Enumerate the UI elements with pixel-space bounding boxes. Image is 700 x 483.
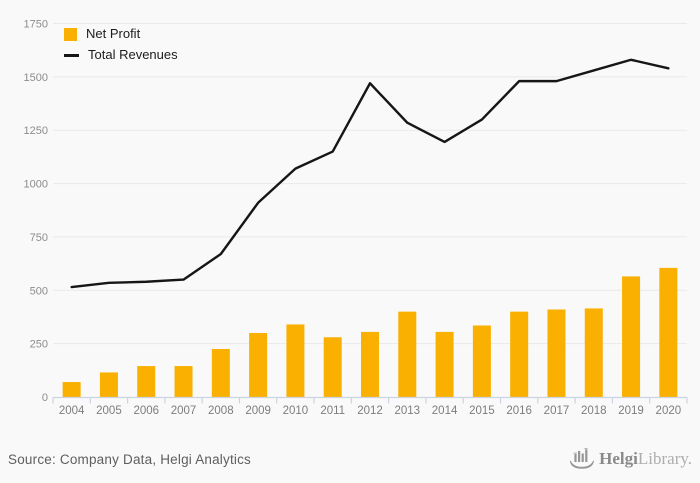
x-tick-label-2012: 2012 [357, 405, 383, 417]
logo-word-library: Library. [637, 449, 692, 468]
bar-2007[interactable] [174, 366, 193, 397]
x-tick-label-2011: 2011 [320, 405, 345, 417]
bar-2004[interactable] [62, 382, 81, 397]
bar-2005[interactable] [99, 372, 118, 397]
x-tick-label-2017: 2017 [544, 405, 570, 417]
bar-2013[interactable] [398, 311, 417, 397]
bar-2011[interactable] [323, 337, 342, 397]
legend-label-total-revenues: Total Revenues [88, 47, 178, 62]
logo-wordmark: HelgiLibrary. [599, 446, 692, 472]
bar-2020[interactable] [659, 267, 678, 397]
x-tick-label-2019: 2019 [618, 405, 644, 417]
y-tick-label-0: 0 [42, 392, 48, 404]
chart-legend: Net Profit Total Revenues [64, 27, 178, 62]
x-tick-label-2010: 2010 [283, 405, 309, 417]
y-tick-label-500: 500 [30, 285, 48, 297]
y-tick-label-750: 750 [30, 232, 48, 244]
x-tick-label-2014: 2014 [432, 405, 458, 417]
y-tick-label-1250: 1250 [24, 125, 48, 137]
total-revenues-line[interactable] [70, 58, 670, 289]
legend-item-total-revenues[interactable]: Total Revenues [64, 48, 178, 62]
source-note: Source: Company Data, Helgi Analytics [8, 452, 252, 467]
y-tick-label-1750: 1750 [24, 19, 48, 31]
x-tick-label-2008: 2008 [208, 405, 234, 417]
bar-2010[interactable] [286, 324, 305, 397]
x-tick-label-2015: 2015 [469, 405, 495, 417]
x-tick-label-2007: 2007 [171, 405, 197, 417]
ship-bar-chart-icon [569, 447, 595, 469]
bar-2016[interactable] [510, 311, 529, 397]
bar-2019[interactable] [622, 276, 641, 397]
bar-2008[interactable] [211, 348, 230, 397]
x-tick-label-2016: 2016 [506, 405, 532, 417]
legend-label-net-profit: Net Profit [86, 26, 141, 41]
x-tick-label-2005: 2005 [96, 405, 122, 417]
bar-2006[interactable] [137, 366, 156, 397]
x-tick-label-2009: 2009 [245, 405, 271, 417]
bar-2017[interactable] [547, 309, 566, 397]
y-tick-label-250: 250 [30, 339, 48, 351]
x-tick-label-2020: 2020 [656, 405, 682, 417]
bar-2014[interactable] [435, 331, 454, 397]
bar-2009[interactable] [249, 332, 268, 397]
legend-item-net-profit[interactable]: Net Profit [64, 27, 178, 41]
bar-2015[interactable] [472, 325, 491, 397]
bar-2012[interactable] [361, 331, 379, 397]
y-tick-label-1500: 1500 [24, 72, 48, 84]
helgi-library-logo[interactable]: HelgiLibrary. [569, 446, 692, 472]
net-profit-swatch [64, 27, 77, 41]
bar-2018[interactable] [584, 308, 603, 397]
x-tick-label-2006: 2006 [133, 405, 159, 417]
x-tick-label-2004: 2004 [59, 405, 85, 417]
total-revenues-line-swatch [64, 53, 79, 57]
logo-word-helgi: Helgi [599, 449, 638, 468]
x-tick-label-2018: 2018 [581, 405, 607, 417]
y-tick-label-1000: 1000 [24, 179, 48, 191]
x-tick-label-2013: 2013 [394, 405, 420, 417]
